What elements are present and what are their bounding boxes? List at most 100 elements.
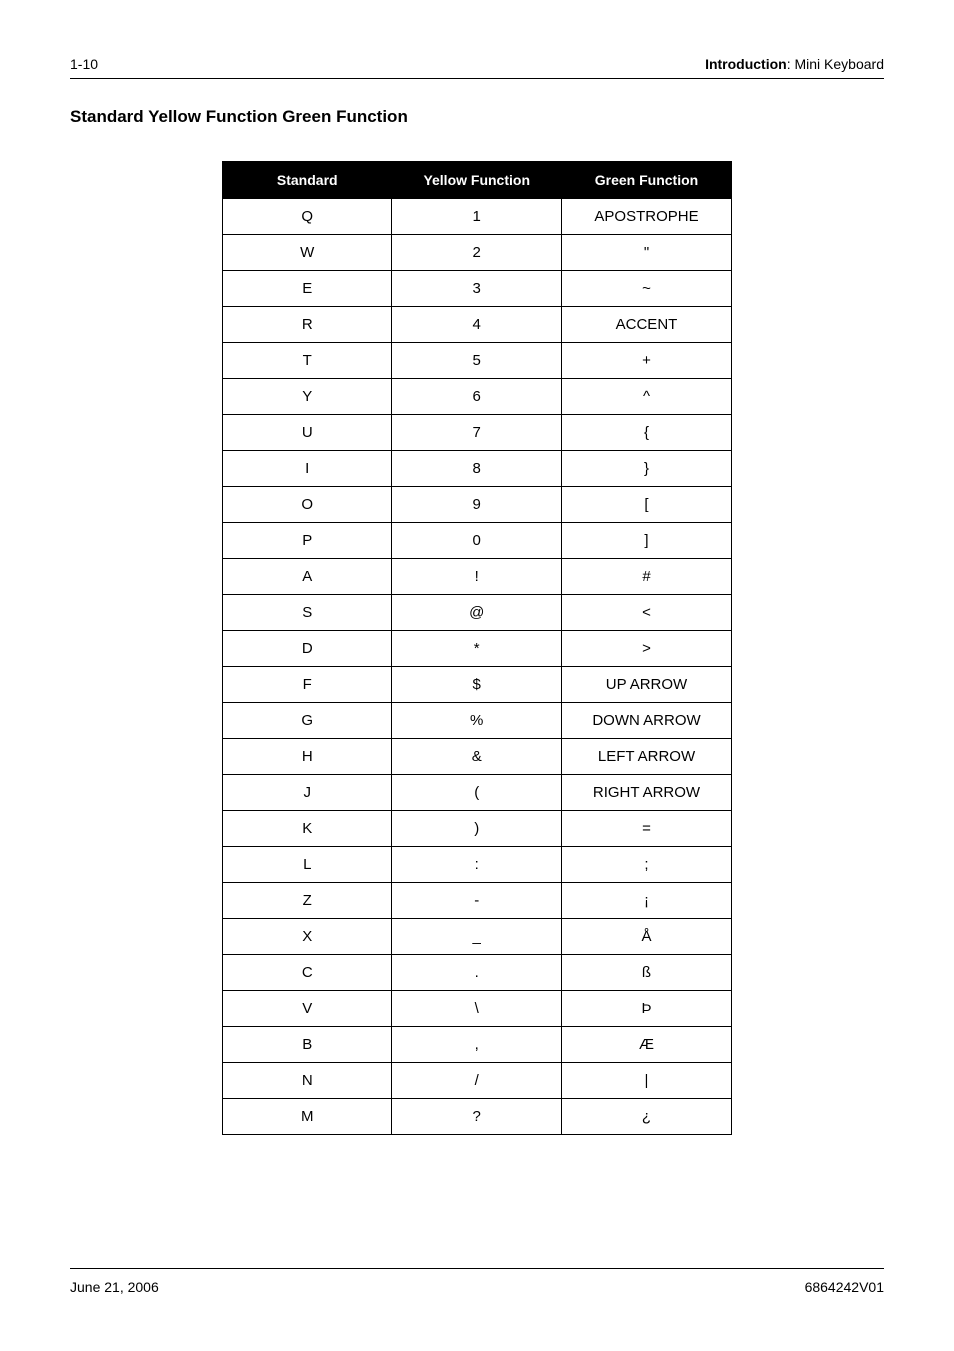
table-cell: L <box>223 847 392 883</box>
table-header: Yellow Function <box>392 162 561 199</box>
header-divider <box>70 78 884 79</box>
table-cell: A <box>223 559 392 595</box>
table-cell: E <box>223 271 392 307</box>
table-cell: < <box>561 595 731 631</box>
table-cell: } <box>561 451 731 487</box>
table-cell: 9 <box>392 487 561 523</box>
table-cell: > <box>561 631 731 667</box>
table-row: R4ACCENT <box>223 307 732 343</box>
table-cell: # <box>561 559 731 595</box>
table-cell: ( <box>392 775 561 811</box>
table-cell: APOSTROPHE <box>561 199 731 235</box>
table-row: C.ß <box>223 955 732 991</box>
table-cell: ! <box>392 559 561 595</box>
page-number: 1-10 <box>70 56 98 72</box>
table-cell: , <box>392 1027 561 1063</box>
table-cell: = <box>561 811 731 847</box>
table-row: N/| <box>223 1063 732 1099</box>
table-cell: 3 <box>392 271 561 307</box>
table-header: Green Function <box>561 162 731 199</box>
breadcrumb: Introduction: Mini Keyboard <box>705 56 884 72</box>
table-header-row: Standard Yellow Function Green Function <box>223 162 732 199</box>
table-row: I8} <box>223 451 732 487</box>
table-cell: Q <box>223 199 392 235</box>
table-cell: . <box>392 955 561 991</box>
table-row: S@< <box>223 595 732 631</box>
table-cell: 2 <box>392 235 561 271</box>
table-cell: | <box>561 1063 731 1099</box>
footer-divider <box>70 1268 884 1269</box>
table-cell: Å <box>561 919 731 955</box>
table-row: K)= <box>223 811 732 847</box>
table-cell: B <box>223 1027 392 1063</box>
table-cell: 7 <box>392 415 561 451</box>
table-cell: % <box>392 703 561 739</box>
table-cell: W <box>223 235 392 271</box>
table-cell: H <box>223 739 392 775</box>
table-header: Standard <box>223 162 392 199</box>
table-row: B,Æ <box>223 1027 732 1063</box>
table-cell: D <box>223 631 392 667</box>
table-cell: 5 <box>392 343 561 379</box>
breadcrumb-rest: : Mini Keyboard <box>787 56 884 72</box>
table-cell: Z <box>223 883 392 919</box>
table-cell: T <box>223 343 392 379</box>
table-cell: M <box>223 1099 392 1135</box>
page-footer: June 21, 2006 6864242V01 <box>70 1268 884 1295</box>
table-body: Q1APOSTROPHEW2"E3~R4ACCENTT5+Y6^U7{I8}O9… <box>223 199 732 1135</box>
table-cell: J <box>223 775 392 811</box>
table-cell: ACCENT <box>561 307 731 343</box>
table-cell: [ <box>561 487 731 523</box>
table-row: M?¿ <box>223 1099 732 1135</box>
table-cell: ] <box>561 523 731 559</box>
table-cell: U <box>223 415 392 451</box>
table-cell: ) <box>392 811 561 847</box>
table-cell: Æ <box>561 1027 731 1063</box>
table-cell: ^ <box>561 379 731 415</box>
table-cell: X <box>223 919 392 955</box>
table-cell: K <box>223 811 392 847</box>
table-row: Y6^ <box>223 379 732 415</box>
table-cell: + <box>561 343 731 379</box>
table-cell: V <box>223 991 392 1027</box>
table-row: P0] <box>223 523 732 559</box>
table-cell: C <box>223 955 392 991</box>
table-cell: 6 <box>392 379 561 415</box>
table-row: T5+ <box>223 343 732 379</box>
table-cell: LEFT ARROW <box>561 739 731 775</box>
table-cell: / <box>392 1063 561 1099</box>
section-title: Standard Yellow Function Green Function <box>70 107 884 127</box>
table-cell: F <box>223 667 392 703</box>
table-cell: O <box>223 487 392 523</box>
table-cell: : <box>392 847 561 883</box>
table-row: O9[ <box>223 487 732 523</box>
table-cell: ¿ <box>561 1099 731 1135</box>
table-cell: & <box>392 739 561 775</box>
table-cell: \ <box>392 991 561 1027</box>
table-row: A!# <box>223 559 732 595</box>
keyboard-function-table: Standard Yellow Function Green Function … <box>222 161 732 1135</box>
table-row: Z-¡ <box>223 883 732 919</box>
table-cell: 1 <box>392 199 561 235</box>
table-cell: UP ARROW <box>561 667 731 703</box>
table-cell: P <box>223 523 392 559</box>
table-cell: 4 <box>392 307 561 343</box>
table-row: W2" <box>223 235 732 271</box>
table-cell: R <box>223 307 392 343</box>
table-cell: - <box>392 883 561 919</box>
table-cell: N <box>223 1063 392 1099</box>
footer-date: June 21, 2006 <box>70 1279 159 1295</box>
footer-docnum: 6864242V01 <box>805 1279 884 1295</box>
table-cell: " <box>561 235 731 271</box>
table-row: L:; <box>223 847 732 883</box>
breadcrumb-bold: Introduction <box>705 56 787 72</box>
table-cell: @ <box>392 595 561 631</box>
table-cell: ? <box>392 1099 561 1135</box>
table-cell: * <box>392 631 561 667</box>
table-row: U7{ <box>223 415 732 451</box>
table-cell: I <box>223 451 392 487</box>
table-cell: _ <box>392 919 561 955</box>
table-cell: Þ <box>561 991 731 1027</box>
table-cell: DOWN ARROW <box>561 703 731 739</box>
table-row: D*> <box>223 631 732 667</box>
